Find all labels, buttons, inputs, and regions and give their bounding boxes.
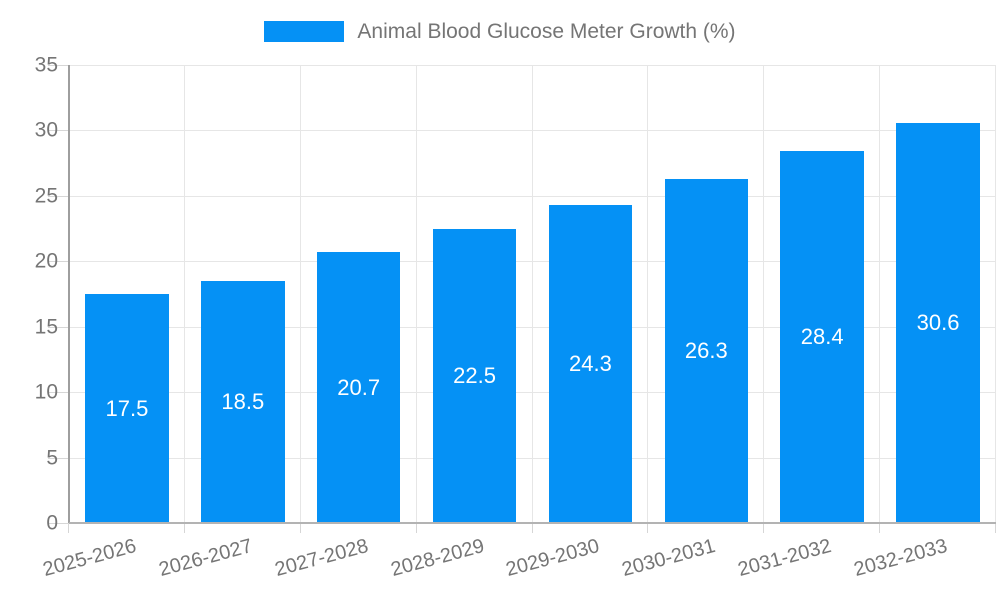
gridline-v [531,65,533,523]
x-tick [647,523,649,533]
x-tick [68,523,69,533]
bar-value-label: 22.5 [453,362,496,388]
legend-label: Animal Blood Glucose Meter Growth (%) [357,20,736,43]
gridline-v [879,65,881,523]
bar-value-label: 30.6 [916,309,960,335]
gridline-v [763,65,765,523]
y-axis-line [68,65,70,523]
x-tick [183,523,185,533]
bar-value-label: 20.7 [337,374,381,400]
y-tick-label: 35 [34,53,58,77]
x-tick [415,523,417,533]
gridline-v [415,65,417,523]
bar: 18.5 [201,280,285,523]
gridline-v [299,65,301,523]
y-tick [48,392,69,394]
y-tick [48,130,69,132]
y-tick-label: 20 [34,249,58,273]
gridline-v [647,65,649,523]
bar: 30.6 [896,122,980,523]
gridline-h [69,130,996,132]
bar-value-label: 28.4 [800,324,844,350]
x-tick [995,523,996,533]
gridline-h [69,65,996,66]
y-tick-label: 5 [46,446,58,470]
bar: 28.4 [780,151,864,523]
y-tick-label: 30 [34,118,58,142]
legend-swatch [264,21,345,43]
x-tick [531,523,533,533]
bar: 20.7 [316,252,401,523]
x-tick [763,523,765,533]
y-tick-label: 25 [34,184,58,208]
y-tick [48,65,69,66]
gridline-h [69,392,996,394]
bar-value-label: 18.5 [221,388,265,414]
bar: 24.3 [548,205,633,523]
gridline-h [69,261,996,263]
bar: 26.3 [664,178,749,523]
y-tick [48,261,69,263]
gridline-v [995,65,996,523]
y-tick [48,523,69,524]
x-axis-line [69,522,996,524]
plot-area: 0 5 10 15 20 25 30 35 17.5 2025-2026 18.5 2026-2027… [35,55,996,581]
y-tick-label: 15 [34,315,58,339]
gridline-h [69,195,996,197]
bar: 22.5 [432,228,517,523]
gridline-v [183,65,185,523]
y-tick [48,457,69,459]
gridline-h [69,326,996,328]
gridline-h [69,457,996,459]
bar: 17.5 [85,294,169,523]
y-tick [48,326,69,328]
x-tick [879,523,881,533]
bar-value-label: 24.3 [569,351,612,377]
y-tick [48,195,69,197]
x-tick [299,523,301,533]
bar-value-label: 26.3 [684,337,728,363]
y-tick-label: 0 [46,511,58,535]
legend: Animal Blood Glucose Meter Growth (%) [0,20,1000,43]
bar-value-label: 17.5 [105,395,149,421]
y-tick-label: 10 [34,380,58,404]
